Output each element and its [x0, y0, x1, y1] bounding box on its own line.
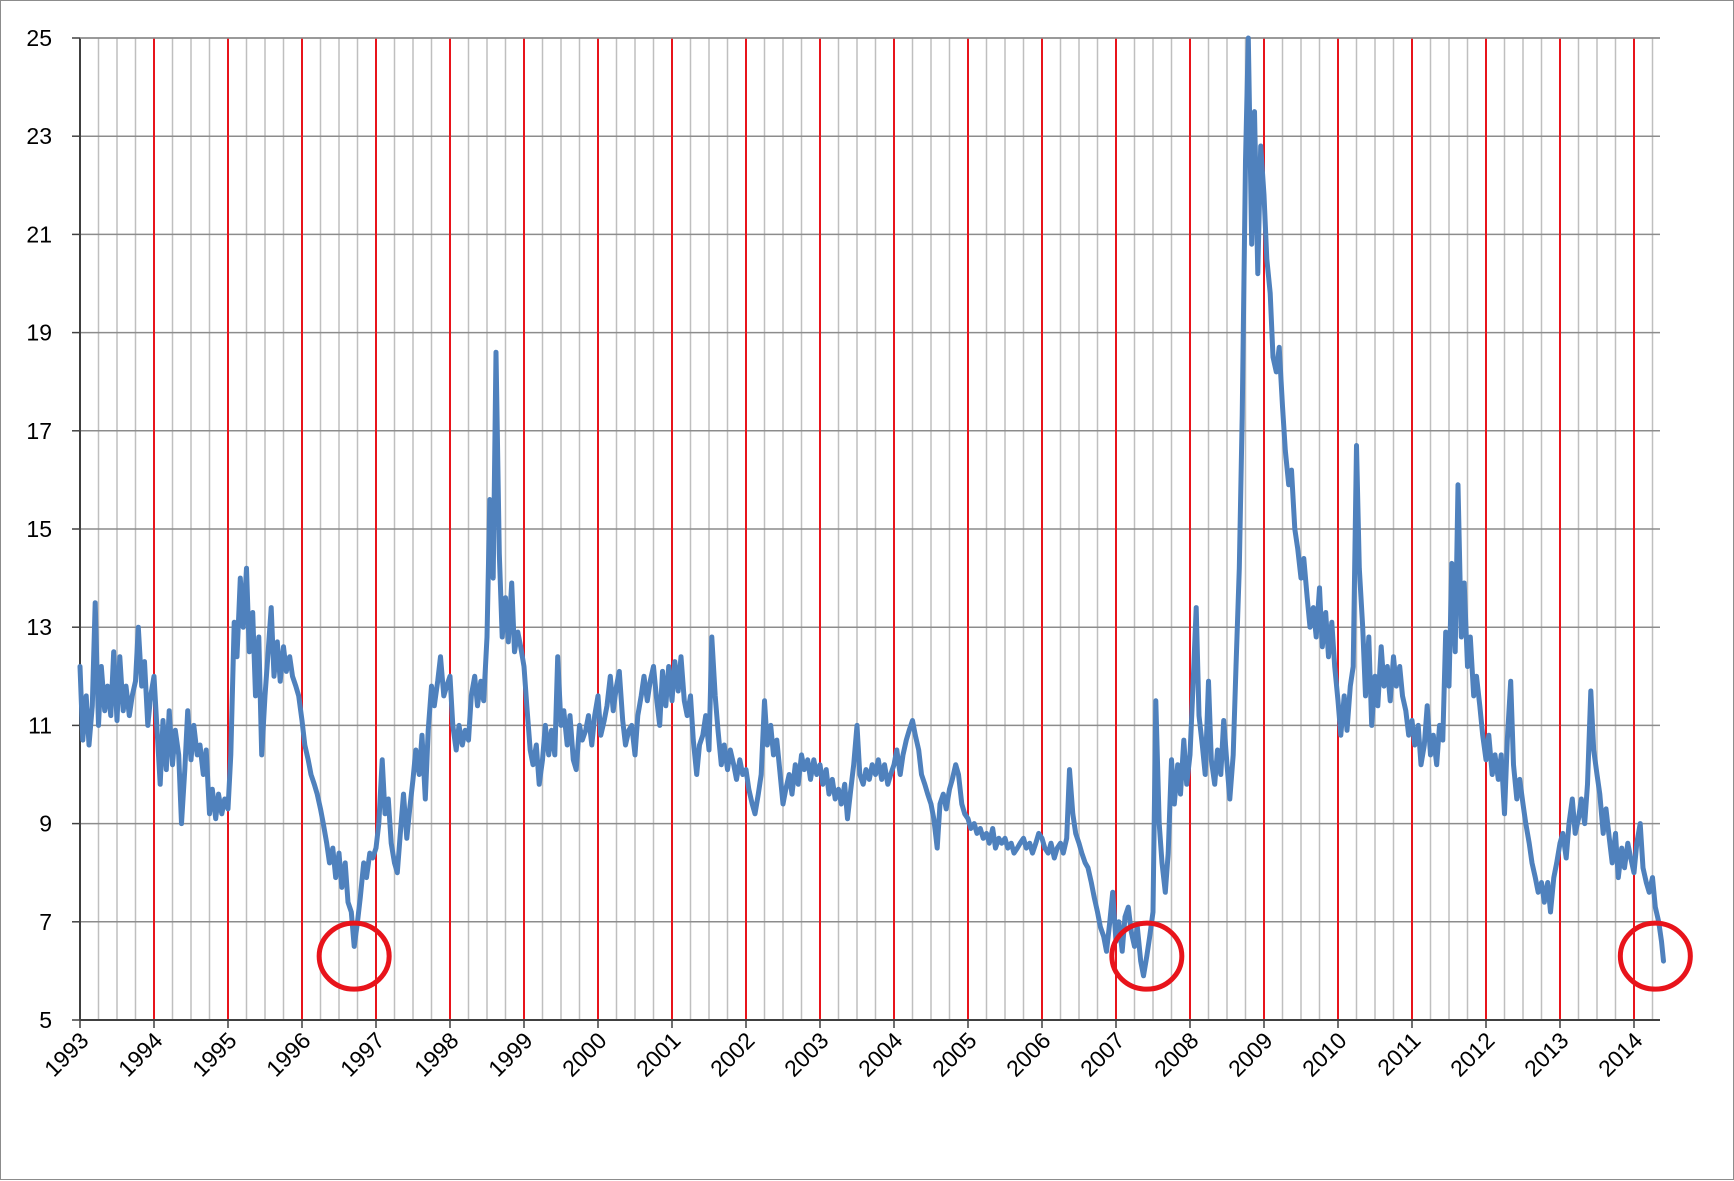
- x-tick-label: 1994: [113, 1027, 168, 1082]
- x-tick-label: 2009: [1223, 1027, 1278, 1082]
- x-tick-label: 2000: [557, 1027, 612, 1082]
- series-line: [77, 35, 1666, 979]
- x-tick-label: 2007: [1075, 1027, 1130, 1082]
- x-tick-label: 2006: [1001, 1027, 1056, 1082]
- y-tick-label: 19: [26, 320, 52, 346]
- y-tick-label: 25: [26, 25, 52, 51]
- x-tick-label: 2004: [853, 1027, 908, 1082]
- x-tick-label: 2012: [1445, 1027, 1500, 1082]
- y-tick-label: 7: [39, 909, 52, 935]
- x-axis-tick-labels: 1993 1994 1995 1996 1997 1998 1999 2000 2001 2002…: [39, 1027, 1648, 1082]
- annotation-circle: [1109, 920, 1185, 992]
- series-layer: [77, 35, 1666, 979]
- y-tick-label: 13: [26, 614, 52, 640]
- y-tick-label: 23: [26, 123, 52, 149]
- year-gridlines: [153, 38, 1635, 1020]
- y-tick-label: 11: [28, 712, 52, 738]
- x-tick-label: 2001: [631, 1027, 686, 1082]
- y-axis-tick-labels: 5 7 9 11 13 15 17 19 21 23 25: [26, 25, 52, 1033]
- x-tick-label: 2002: [705, 1027, 760, 1082]
- x-tick-label: 1997: [335, 1027, 390, 1082]
- horizontal-gridlines: [80, 37, 1660, 1021]
- x-tick-label: 1999: [483, 1027, 538, 1082]
- axes: [72, 37, 1660, 1028]
- x-tick-label: 2014: [1593, 1027, 1648, 1082]
- x-tick-label: 1993: [39, 1027, 94, 1082]
- x-tick-label: 1995: [187, 1027, 242, 1082]
- y-tick-label: 15: [26, 516, 52, 542]
- x-tick-label: 2005: [927, 1027, 982, 1082]
- x-tick-label: 1998: [409, 1027, 464, 1082]
- x-tick-label: 1996: [261, 1027, 316, 1082]
- x-tick-label: 2013: [1519, 1027, 1574, 1082]
- x-tick-label: 2011: [1372, 1027, 1425, 1080]
- y-tick-label: 5: [39, 1007, 52, 1033]
- y-tick-label: 17: [26, 418, 52, 444]
- y-tick-label: 9: [39, 811, 52, 837]
- x-tick-label: 2010: [1297, 1027, 1352, 1082]
- y-tick-label: 21: [26, 221, 52, 247]
- annotation-circle: [1617, 920, 1693, 992]
- x-tick-label: 2008: [1149, 1027, 1204, 1082]
- annotation-circle: [316, 920, 392, 992]
- annotation-layer: [316, 920, 1693, 992]
- x-tick-label: 2003: [779, 1027, 834, 1082]
